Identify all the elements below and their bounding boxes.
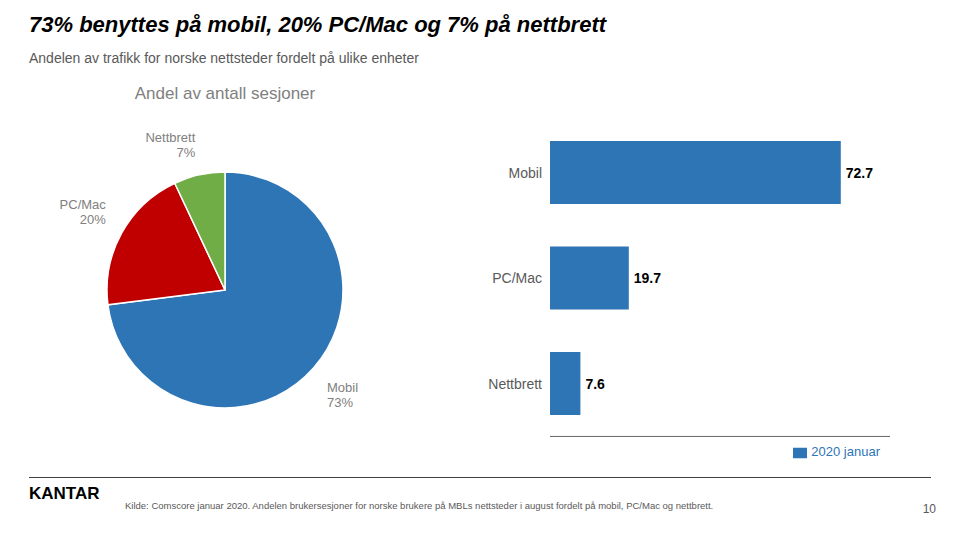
svg-text:Nettbrett7%: Nettbrett7%: [145, 130, 195, 161]
svg-text:7.6: 7.6: [585, 376, 605, 392]
html-text:10: 10: [922, 502, 936, 516]
svg-text:Mobil: Mobil: [509, 165, 542, 181]
html-text:2020 januar: 2020 januar: [811, 444, 880, 460]
svg-text:72.7: 72.7: [846, 165, 873, 181]
svg-text:Nettbrett: Nettbrett: [488, 376, 542, 392]
html-text:73% benyttes på mobil, 20% PC/: 73% benyttes på mobil, 20% PC/Mac og 7% …: [29, 12, 606, 37]
html-text:Kilde: Comscore januar 2020. A: Kilde: Comscore januar 2020. Andelen bru…: [125, 500, 714, 511]
svg-text:Mobil73%: Mobil73%: [327, 380, 358, 411]
svg-text:19.7: 19.7: [634, 270, 661, 286]
svg-text:PC/Mac: PC/Mac: [492, 270, 542, 286]
svg-text:PC/Mac20%: PC/Mac20%: [60, 197, 107, 228]
html-text:Andel av antall sesjoner: Andel av antall sesjoner: [134, 84, 316, 103]
html-text:KANTAR: KANTAR: [29, 484, 100, 503]
html-text:Andelen av trafikk for norske: Andelen av trafikk for norske nettsteder…: [29, 50, 419, 66]
